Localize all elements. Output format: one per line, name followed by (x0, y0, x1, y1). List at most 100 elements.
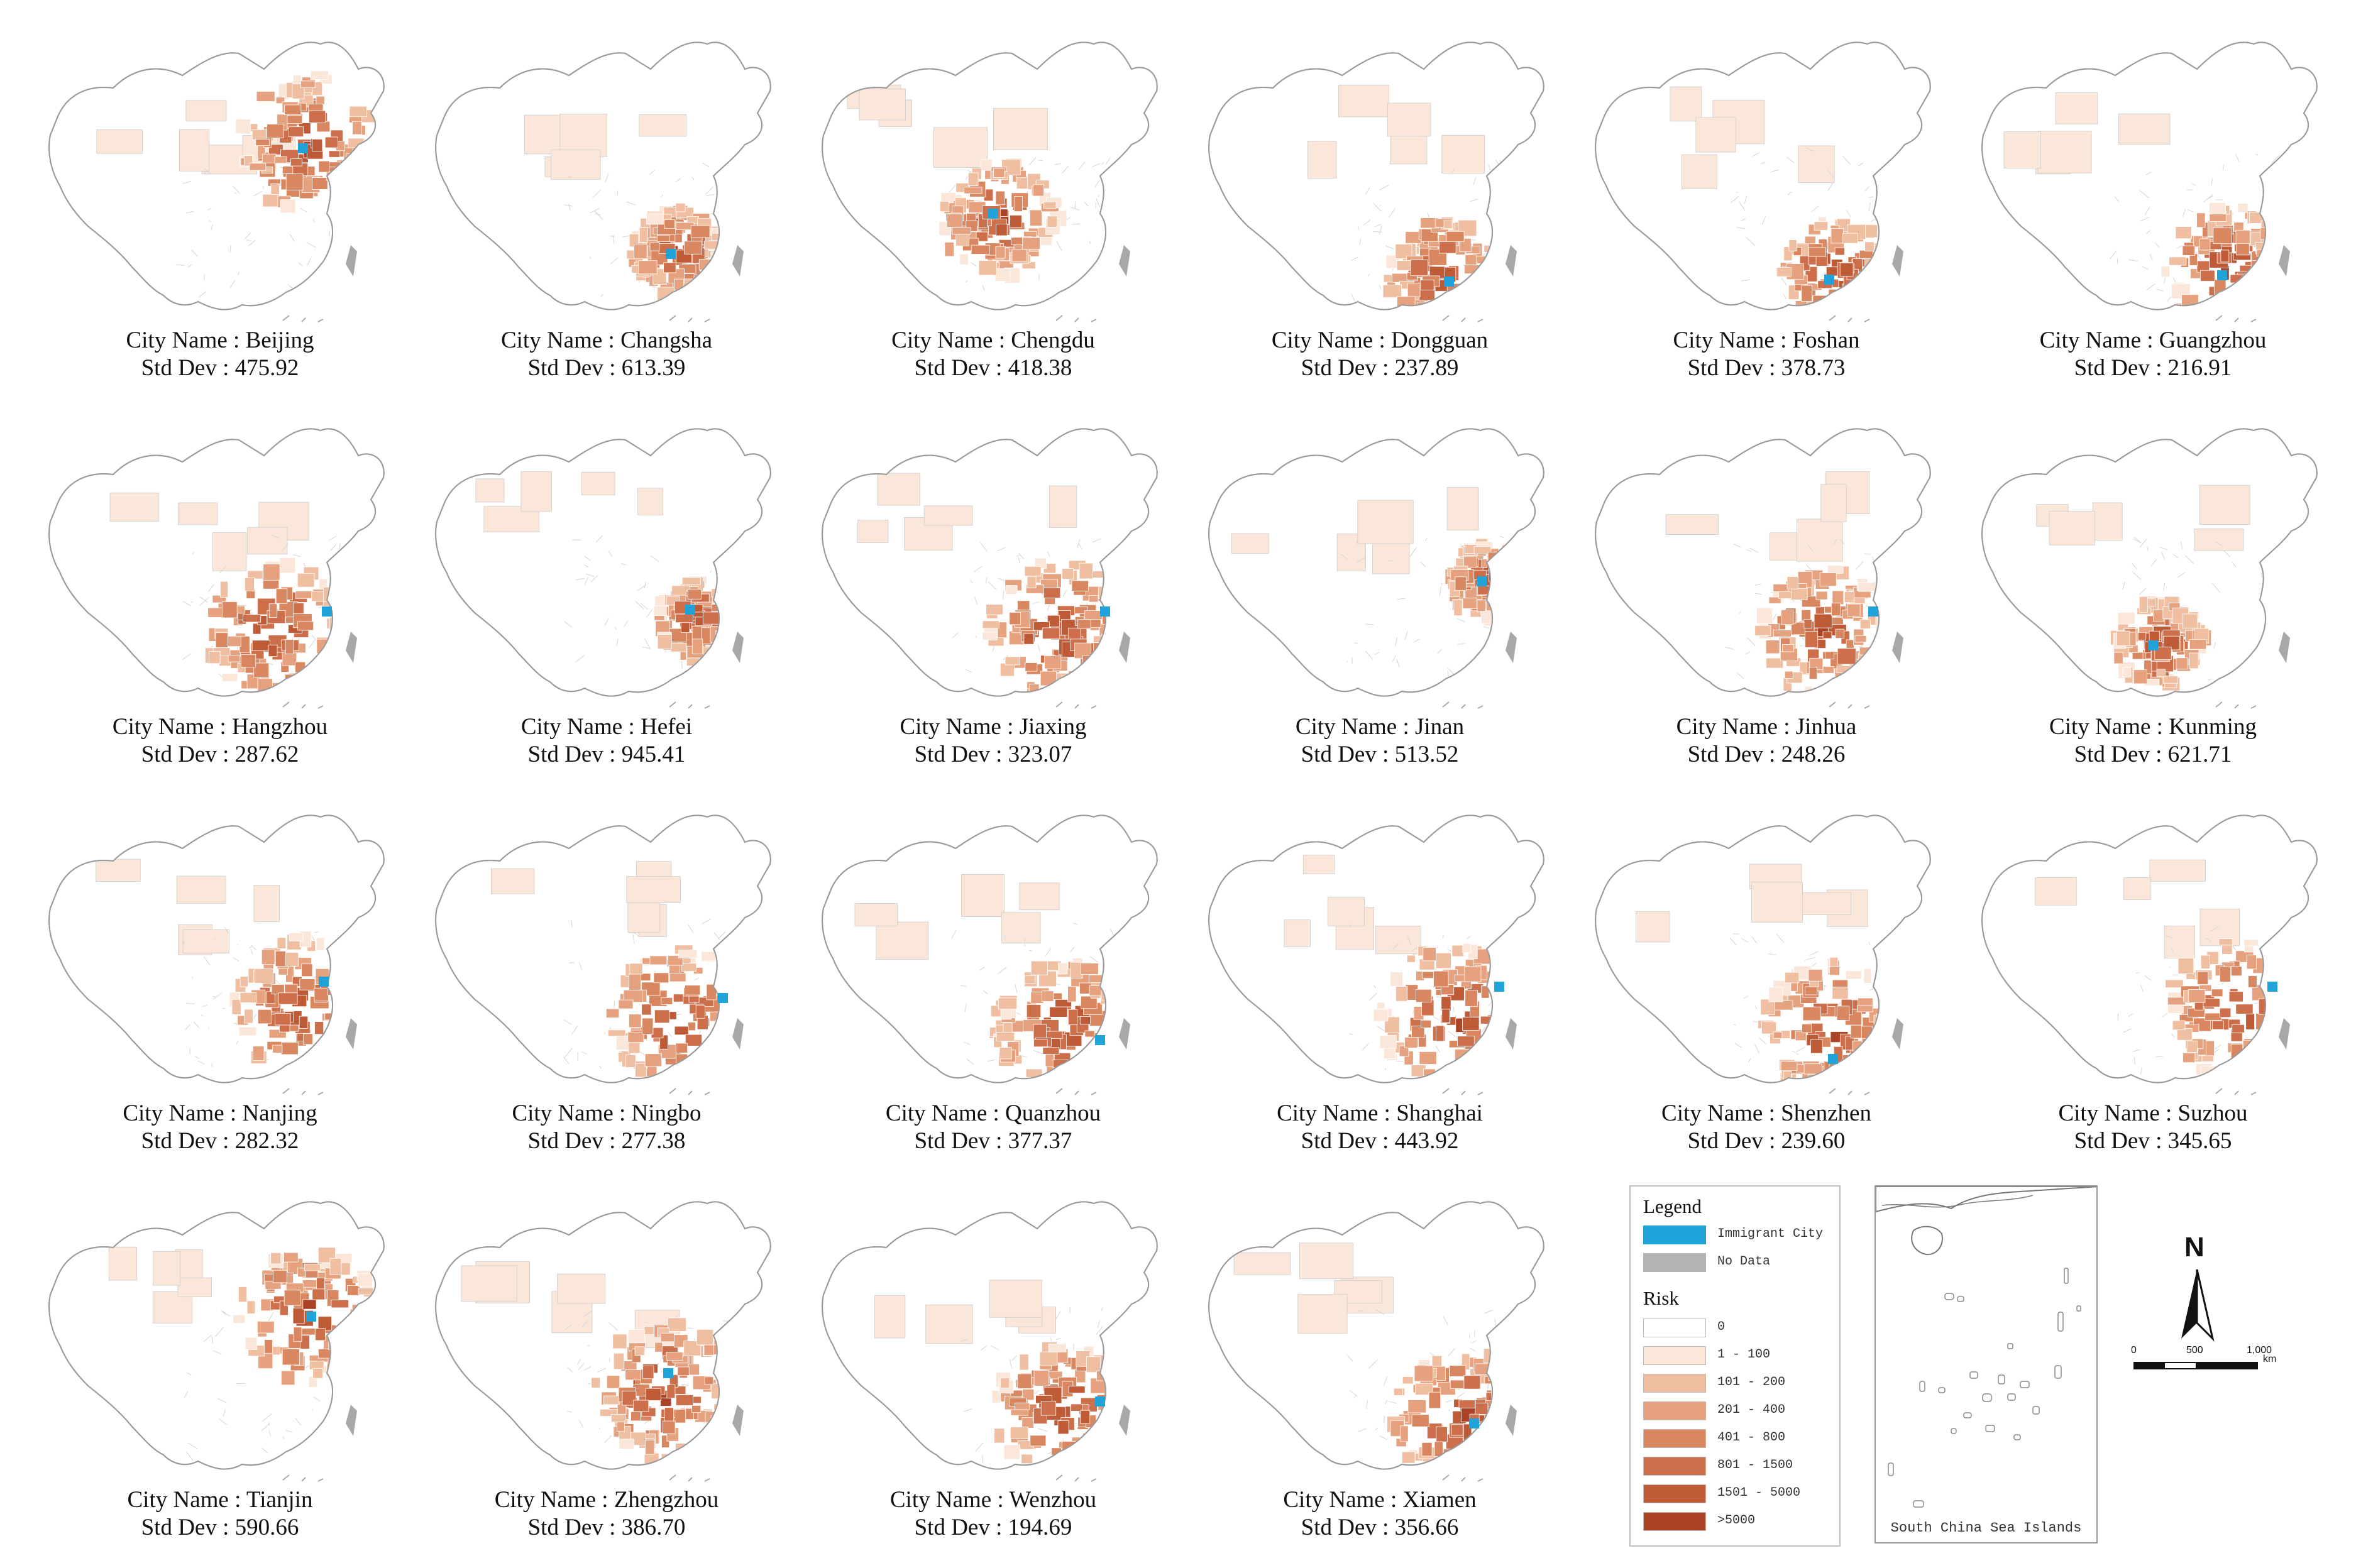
city-name-label: City Name : Foshan (1673, 327, 1860, 353)
map-panel-shenzhen: City Name : Shenzhen Std Dev : 239.60 (1578, 798, 1955, 1181)
risk-label: 1501 - 5000 (1717, 1486, 1801, 1500)
city-name-label: City Name : Shenzhen (1661, 1100, 1871, 1126)
map-panel-tianjin: City Name : Tianjin Std Dev : 590.66 (31, 1185, 409, 1568)
risk-label: 101 - 200 (1717, 1375, 1786, 1390)
map-panel-foshan: City Name : Foshan Std Dev : 378.73 (1578, 25, 1955, 408)
scale-unit: km (2263, 1354, 2277, 1364)
std-dev-label: Std Dev : 194.69 (914, 1515, 1072, 1540)
city-name-label: City Name : Jiaxing (900, 714, 1087, 740)
no-data-label: No Data (1717, 1254, 1771, 1269)
city-name-label: City Name : Hefei (520, 714, 693, 740)
map-caption: City Name : Nanjing Std Dev : 282.32 (31, 1100, 409, 1155)
inset-label: South China Sea Islands (1890, 1520, 2082, 1536)
map-caption: City Name : Guangzhou Std Dev : 216.91 (1964, 327, 2342, 382)
risk-swatch (1643, 1319, 1706, 1337)
city-name-label: City Name : Xiamen (1283, 1487, 1477, 1513)
risk-swatch (1643, 1374, 1706, 1393)
std-dev-label: Std Dev : 443.92 (1301, 1128, 1459, 1154)
city-name-label: City Name : Suzhou (2058, 1100, 2248, 1126)
map-panel-chengdu: City Name : Chengdu Std Dev : 418.38 (805, 25, 1182, 408)
std-dev-label: Std Dev : 248.26 (1687, 742, 1846, 767)
map-caption: City Name : Ningbo Std Dev : 277.38 (418, 1100, 795, 1155)
china-choropleth-map (1595, 41, 1931, 322)
std-dev-label: Std Dev : 345.65 (2074, 1128, 2232, 1154)
no-data-swatch (1643, 1253, 1706, 1272)
city-name-label: City Name : Quanzhou (885, 1100, 1101, 1126)
map-caption: City Name : Xiamen Std Dev : 356.66 (1191, 1486, 1568, 1542)
std-dev-label: Std Dev : 386.70 (527, 1515, 686, 1540)
china-choropleth-map (435, 41, 771, 322)
scale-label-0: 0 (2131, 1345, 2137, 1356)
china-choropleth-map (435, 814, 771, 1095)
map-panel-hefei: City Name : Hefei Std Dev : 945.41 (418, 412, 795, 795)
scale-bar-graphic (2133, 1362, 2258, 1369)
std-dev-label: Std Dev : 216.91 (2074, 355, 2232, 381)
map-panel-ningbo: City Name : Ningbo Std Dev : 277.38 (418, 798, 795, 1181)
china-choropleth-map (435, 1201, 771, 1482)
map-caption: City Name : Beijing Std Dev : 475.92 (31, 327, 409, 382)
std-dev-label: Std Dev : 945.41 (527, 742, 686, 767)
std-dev-label: Std Dev : 377.37 (914, 1128, 1072, 1154)
map-caption: City Name : Wenzhou Std Dev : 194.69 (805, 1486, 1182, 1542)
map-panel-quanzhou: City Name : Quanzhou Std Dev : 377.37 (805, 798, 1182, 1181)
map-caption: City Name : Tianjin Std Dev : 590.66 (31, 1486, 409, 1542)
map-caption: City Name : Hefei Std Dev : 945.41 (418, 713, 795, 769)
map-caption: City Name : Hangzhou Std Dev : 287.62 (31, 713, 409, 769)
city-name-label: City Name : Wenzhou (889, 1487, 1097, 1513)
std-dev-label: Std Dev : 323.07 (914, 742, 1072, 767)
risk-swatch (1643, 1346, 1706, 1365)
risk-title: Risk (1643, 1287, 1679, 1309)
city-name-label: City Name : Kunming (2049, 714, 2257, 740)
std-dev-label: Std Dev : 475.92 (141, 355, 299, 381)
std-dev-label: Std Dev : 378.73 (1687, 355, 1846, 381)
north-letter: N (2184, 1232, 2205, 1263)
risk-label: >5000 (1717, 1513, 1756, 1528)
map-caption: City Name : Quanzhou Std Dev : 377.37 (805, 1100, 1182, 1155)
city-name-label: City Name : Guangzhou (2039, 327, 2267, 353)
city-name-label: City Name : Tianjin (127, 1487, 313, 1513)
city-name-label: City Name : Chengdu (891, 327, 1095, 353)
map-panel-jiaxing: City Name : Jiaxing Std Dev : 323.07 (805, 412, 1182, 795)
risk-swatch (1643, 1401, 1706, 1420)
map-caption: City Name : Zhengzhou Std Dev : 386.70 (418, 1486, 795, 1542)
china-choropleth-map (1208, 1201, 1544, 1482)
map-panel-hangzhou: City Name : Hangzhou Std Dev : 287.62 (31, 412, 409, 795)
city-name-label: City Name : Hangzhou (112, 714, 328, 740)
city-name-label: City Name : Shanghai (1277, 1100, 1483, 1126)
risk-label: 801 - 1500 (1717, 1458, 1793, 1472)
std-dev-label: Std Dev : 277.38 (527, 1128, 686, 1154)
china-choropleth-map (1208, 814, 1544, 1095)
city-name-label: City Name : Changsha (500, 327, 713, 353)
china-choropleth-map (48, 428, 385, 709)
std-dev-label: Std Dev : 513.52 (1301, 742, 1459, 767)
map-panel-suzhou: City Name : Suzhou Std Dev : 345.65 (1964, 798, 2342, 1181)
south-china-sea-inset: South China Sea Islands (1874, 1185, 2098, 1543)
map-panel-wenzhou: City Name : Wenzhou Std Dev : 194.69 (805, 1185, 1182, 1568)
china-choropleth-map (1208, 41, 1544, 322)
china-choropleth-map (1595, 428, 1931, 709)
city-name-label: City Name : Beijing (126, 327, 314, 353)
std-dev-label: Std Dev : 239.60 (1687, 1128, 1846, 1154)
map-caption: City Name : Kunming Std Dev : 621.71 (1964, 713, 2342, 769)
inset-map (1876, 1187, 2096, 1508)
map-caption: City Name : Suzhou Std Dev : 345.65 (1964, 1100, 2342, 1155)
risk-swatch (1643, 1512, 1706, 1531)
std-dev-label: Std Dev : 237.89 (1301, 355, 1459, 381)
city-name-label: City Name : Jinhua (1676, 714, 1857, 740)
std-dev-label: Std Dev : 282.32 (141, 1128, 299, 1154)
risk-swatch (1643, 1429, 1706, 1448)
map-panel-guangzhou: City Name : Guangzhou Std Dev : 216.91 (1964, 25, 2342, 408)
std-dev-label: Std Dev : 621.71 (2074, 742, 2232, 767)
city-name-label: City Name : Nanjing (123, 1100, 317, 1126)
map-caption: City Name : Jinhua Std Dev : 248.26 (1578, 713, 1955, 769)
map-caption: City Name : Foshan Std Dev : 378.73 (1578, 327, 1955, 382)
china-choropleth-map (1981, 814, 2318, 1095)
map-panel-jinhua: City Name : Jinhua Std Dev : 248.26 (1578, 412, 1955, 795)
immigrant-city-label: Immigrant City (1717, 1227, 1824, 1241)
china-choropleth-map (48, 1201, 385, 1482)
legend: Legend Immigrant City No Data Risk 0 1 -… (1629, 1185, 1841, 1547)
immigrant-city-swatch (1643, 1225, 1706, 1244)
risk-label: 401 - 800 (1717, 1430, 1786, 1445)
map-caption: City Name : Chengdu Std Dev : 418.38 (805, 327, 1182, 382)
china-choropleth-map (822, 1201, 1158, 1482)
